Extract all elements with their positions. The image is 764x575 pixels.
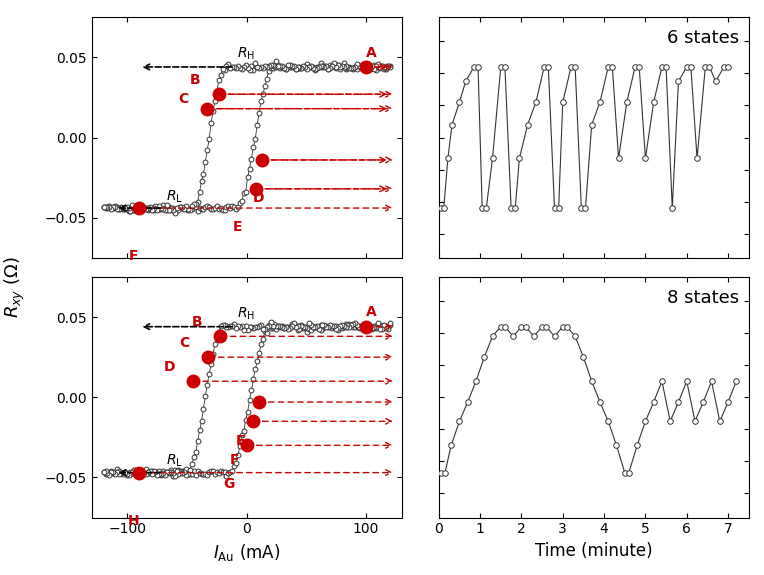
Text: D: D — [253, 191, 264, 205]
Text: G: G — [223, 477, 235, 491]
Text: 6 states: 6 states — [667, 29, 740, 47]
Text: E: E — [236, 434, 245, 447]
Text: $R_\mathrm{L}$: $R_\mathrm{L}$ — [166, 453, 183, 469]
Text: $R_{xy}$ ($\Omega$): $R_{xy}$ ($\Omega$) — [3, 256, 28, 319]
Text: H: H — [128, 513, 139, 528]
Text: $R_\mathrm{L}$: $R_\mathrm{L}$ — [166, 189, 183, 205]
Text: A: A — [367, 305, 377, 319]
Text: 8 states: 8 states — [667, 289, 740, 307]
Text: E: E — [232, 220, 242, 234]
Text: C: C — [180, 336, 189, 350]
X-axis label: Time (minute): Time (minute) — [535, 542, 652, 560]
Text: C: C — [178, 92, 189, 106]
Text: B: B — [190, 73, 201, 87]
X-axis label: $I_\mathrm{Au}$ (mA): $I_\mathrm{Au}$ (mA) — [213, 542, 280, 563]
Text: B: B — [191, 315, 202, 329]
Text: F: F — [128, 249, 138, 263]
Text: F: F — [230, 453, 239, 467]
Text: A: A — [367, 45, 377, 60]
Text: D: D — [163, 360, 175, 374]
Text: $R_\mathrm{H}$: $R_\mathrm{H}$ — [237, 305, 255, 322]
Text: $R_\mathrm{H}$: $R_\mathrm{H}$ — [237, 46, 255, 62]
